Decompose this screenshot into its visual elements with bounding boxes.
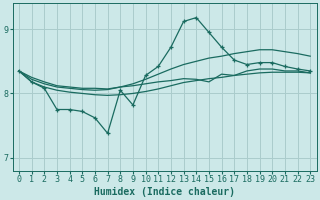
X-axis label: Humidex (Indice chaleur): Humidex (Indice chaleur)	[94, 186, 235, 197]
